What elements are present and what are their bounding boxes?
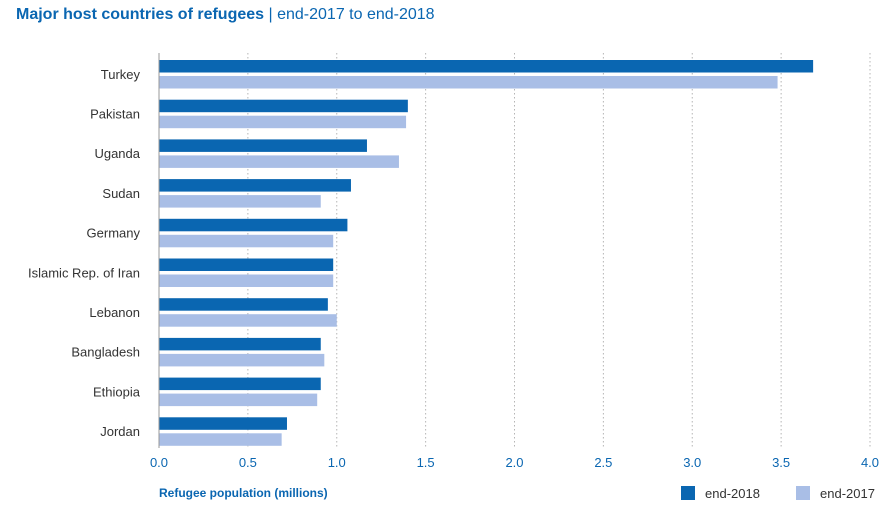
bar-end-2018-jordan <box>159 417 287 430</box>
legend-label-end-2018: end-2018 <box>705 486 760 501</box>
title-separator: | <box>268 6 273 23</box>
category-label: Sudan <box>102 186 140 201</box>
chart-subtitle: end-2017 to end-2018 <box>277 6 435 23</box>
bars <box>159 60 814 446</box>
bar-end-2018-islamic-rep-of-iran <box>159 258 334 271</box>
x-tick-label: 3.5 <box>772 455 790 470</box>
category-label: Pakistan <box>90 106 140 121</box>
legend-label-end-2017: end-2017 <box>820 486 875 501</box>
category-label: Turkey <box>101 67 141 82</box>
bar-end-2017-bangladesh <box>159 353 325 367</box>
chart-title: Major host countries of refugees | end-2… <box>16 6 435 24</box>
bar-end-2017-pakistan <box>159 115 407 129</box>
x-tick-label: 3.0 <box>683 455 701 470</box>
legend-swatch-end-2018 <box>681 486 695 500</box>
x-tick-label: 1.0 <box>328 455 346 470</box>
bar-end-2017-lebanon <box>159 314 337 327</box>
x-tick-label: 1.5 <box>417 455 435 470</box>
x-tick-label: 2.5 <box>594 455 612 470</box>
x-tick-label: 0.0 <box>150 455 168 470</box>
bar-end-2018-bangladesh <box>159 337 321 351</box>
category-label: Lebanon <box>89 305 140 320</box>
bar-end-2018-ethiopia <box>159 377 321 391</box>
bar-end-2018-lebanon <box>159 298 328 311</box>
x-tick-label: 0.5 <box>239 455 257 470</box>
category-label: Ethiopia <box>93 384 141 399</box>
x-tick-label: 2.0 <box>505 455 523 470</box>
bar-end-2017-jordan <box>159 433 282 446</box>
bar-end-2017-islamic-rep-of-iran <box>159 274 334 287</box>
category-label: Islamic Rep. of Iran <box>28 265 140 280</box>
bar-end-2018-uganda <box>159 139 367 152</box>
category-label: Bangladesh <box>71 345 140 360</box>
x-axis-title: Refugee population (millions) <box>159 486 328 500</box>
grid-lines <box>247 53 871 448</box>
bar-end-2018-germany <box>159 218 348 232</box>
bar-end-2017-sudan <box>159 195 321 208</box>
chart-title-main: Major host countries of refugees <box>16 6 265 23</box>
category-label: Uganda <box>94 146 140 161</box>
bar-end-2017-ethiopia <box>159 393 318 407</box>
bar-end-2017-germany <box>159 234 334 248</box>
legend: end-2018 end-2017 <box>681 486 875 501</box>
axes: 0.0 0.5 1.0 1.5 2.0 2.5 3.0 3.5 4.0 Turkey Pakista… <box>28 53 879 470</box>
category-label: Germany <box>87 226 141 241</box>
bar-end-2018-turkey <box>159 60 814 73</box>
x-tick-label: 4.0 <box>861 455 879 470</box>
bar-end-2018-pakistan <box>159 99 408 113</box>
legend-swatch-end-2017 <box>796 486 810 500</box>
bar-end-2017-turkey <box>159 76 778 89</box>
category-label: Jordan <box>100 424 140 439</box>
bar-end-2017-uganda <box>159 155 399 168</box>
bar-end-2018-sudan <box>159 179 351 192</box>
